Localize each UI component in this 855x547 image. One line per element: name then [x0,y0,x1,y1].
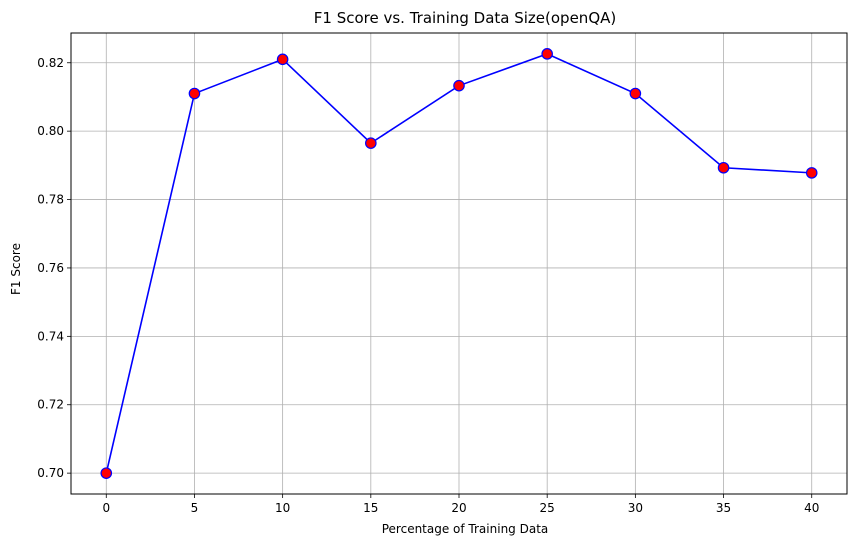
data-point [365,137,377,149]
x-tick-label: 20 [451,501,466,515]
x-tick-label: 40 [804,501,819,515]
x-tick-label: 30 [628,501,643,515]
data-point [188,87,201,100]
data-point [100,467,113,479]
y-tick-label: 0.76 [37,261,64,275]
data-point [805,167,818,179]
y-tick-label: 0.82 [37,56,64,70]
x-axis-label: Percentage of Training Data [382,522,549,536]
grid [71,33,847,494]
chart-title: F1 Score vs. Training Data Size(openQA) [314,9,616,27]
x-tick-label: 5 [191,501,199,515]
y-tick-label: 0.78 [37,193,64,207]
axes: 0 5 10 15 20 25 30 35 40 0.70 0.72 0.74 0.76 0.78 0.80… [37,32,848,515]
x-tick-label: 10 [275,501,290,515]
y-tick-label: 0.70 [37,466,64,480]
data-point [276,53,289,66]
y-tick-label: 0.72 [37,398,64,412]
series-layer [100,48,818,479]
y-tick-label: 0.80 [37,124,64,138]
x-tick-label: 15 [363,501,378,515]
x-tick-label: 0 [102,501,110,515]
y-axis-label: F1 Score [9,243,23,295]
data-point [541,48,553,60]
data-point [717,161,730,174]
y-tick-label: 0.74 [37,329,64,343]
data-point [629,87,642,100]
x-tick-label: 35 [716,501,731,515]
data-point [453,79,465,92]
x-tick-label: 25 [540,501,555,515]
